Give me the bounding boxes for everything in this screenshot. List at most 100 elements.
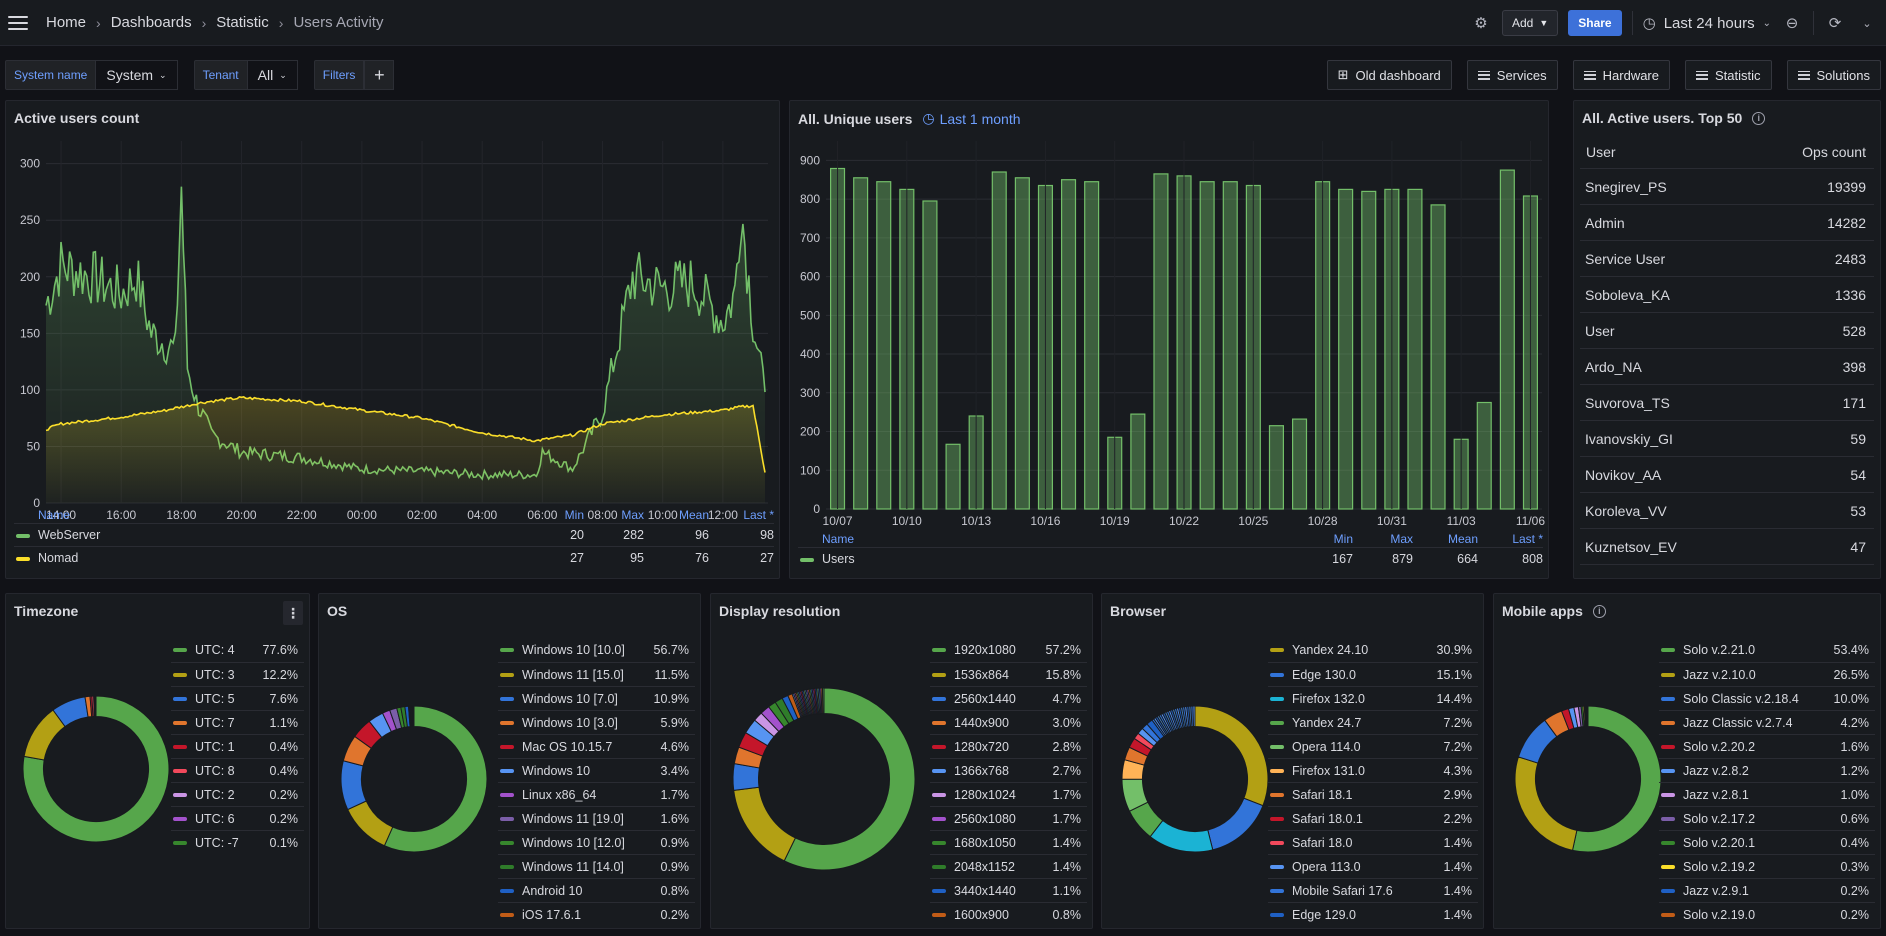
column-header-ops-count[interactable]: Ops count <box>1748 137 1874 169</box>
legend-item[interactable]: UTC: 5 7.6% <box>171 686 304 710</box>
system-select[interactable]: System ⌄ <box>96 60 178 90</box>
legend-item[interactable]: Mac OS 10.15.7 4.6% <box>498 734 695 758</box>
table-row[interactable]: Soboleva_KA 1336 <box>1580 276 1874 313</box>
add-filter-button[interactable]: + <box>364 60 395 90</box>
legend-item[interactable]: Safari 18.0 1.4% <box>1268 830 1478 854</box>
legend-item[interactable]: Windows 11 [14.0] 0.9% <box>498 854 695 878</box>
table-row[interactable]: Service User 2483 <box>1580 240 1874 277</box>
share-button[interactable]: Share <box>1568 10 1622 36</box>
add-button[interactable]: Add ▼ <box>1501 10 1559 36</box>
legend-item[interactable]: 1680x1050 1.4% <box>930 830 1087 854</box>
tenant-select[interactable]: All ⌄ <box>247 60 298 90</box>
legend-item[interactable]: UTC: 7 1.1% <box>171 710 304 734</box>
legend-item[interactable]: Firefox 132.0 14.4% <box>1268 686 1478 710</box>
legend-item[interactable]: Windows 10 [12.0] 0.9% <box>498 830 695 854</box>
table-row[interactable]: User 528 <box>1580 312 1874 349</box>
info-icon[interactable]: i <box>1592 604 1606 618</box>
link-statistic[interactable]: Statistic <box>1685 60 1772 90</box>
legend-item[interactable]: Linux x86_64 1.7% <box>498 782 695 806</box>
legend-header-max[interactable]: Max <box>621 508 644 522</box>
legend-item[interactable]: Opera 114.0 7.2% <box>1268 734 1478 758</box>
legend-item[interactable]: Yandex 24.7 7.2% <box>1268 710 1478 734</box>
legend-item[interactable]: Jazz Classic v.2.7.4 4.2% <box>1659 710 1875 734</box>
legend-item[interactable]: 2048x1152 1.4% <box>930 854 1087 878</box>
legend-item[interactable]: Jazz v.2.9.1 0.2% <box>1659 878 1875 902</box>
legend-header-last[interactable]: Last * <box>1512 532 1543 546</box>
legend-item[interactable]: 1280x1024 1.7% <box>930 782 1087 806</box>
legend-item[interactable]: 1536x864 15.8% <box>930 662 1087 686</box>
legend-item[interactable]: Jazz v.2.8.2 1.2% <box>1659 758 1875 782</box>
column-header-user[interactable]: User <box>1580 137 1749 169</box>
legend-item[interactable]: 2560x1440 4.7% <box>930 686 1087 710</box>
link-hardware[interactable]: Hardware <box>1572 60 1670 90</box>
legend-header-max[interactable]: Max <box>1390 532 1413 546</box>
legend-item[interactable]: 1920x1080 57.2% <box>930 638 1087 662</box>
legend-row-webserver[interactable]: WebServer 20 282 96 98 <box>14 523 774 547</box>
legend-item[interactable]: Jazz v.2.10.0 26.5% <box>1659 662 1875 686</box>
legend-item[interactable]: Android 10 0.8% <box>498 878 695 902</box>
table-row[interactable]: Ivanovskiy_GI 59 <box>1580 420 1874 457</box>
legend-item[interactable]: UTC: 6 0.2% <box>171 806 304 830</box>
legend-item[interactable]: Solo v.2.17.2 0.6% <box>1659 806 1875 830</box>
legend-item[interactable]: Solo v.2.20.2 1.6% <box>1659 734 1875 758</box>
legend-item[interactable]: UTC: 4 77.6% <box>171 638 304 662</box>
legend-item[interactable]: 1366x768 2.7% <box>930 758 1087 782</box>
legend-item[interactable]: Solo v.2.19.2 0.3% <box>1659 854 1875 878</box>
legend-item[interactable]: Yandex 24.10 30.9% <box>1268 638 1478 662</box>
gear-icon[interactable]: ⚙ <box>1474 15 1488 32</box>
link-services[interactable]: Services <box>1466 60 1558 90</box>
legend-item[interactable]: 1440x900 3.0% <box>930 710 1087 734</box>
table-row[interactable]: Koroleva_VV 53 <box>1580 492 1874 529</box>
legend-header-min[interactable]: Min <box>1333 532 1353 546</box>
legend-item[interactable]: UTC: 2 0.2% <box>171 782 304 806</box>
table-row[interactable]: Novikov_AA 54 <box>1580 456 1874 493</box>
breadcrumb-dashboards[interactable]: Dashboards <box>110 14 192 31</box>
legend-item[interactable]: Windows 10 3.4% <box>498 758 695 782</box>
legend-header-mean[interactable]: Mean <box>1447 532 1478 546</box>
legend-item[interactable]: Windows 10 [7.0] 10.9% <box>498 686 695 710</box>
breadcrumb-home[interactable]: Home <box>46 14 87 31</box>
legend-item[interactable]: Jazz v.2.8.1 1.0% <box>1659 782 1875 806</box>
legend-item[interactable]: Solo v.2.21.0 53.4% <box>1659 638 1875 662</box>
legend-item[interactable]: 3440x1440 1.1% <box>930 878 1087 902</box>
legend-item[interactable]: 1280x720 2.8% <box>930 734 1087 758</box>
menu-icon[interactable] <box>8 15 28 30</box>
legend-item[interactable]: Mobile Safari 17.6 1.4% <box>1268 878 1478 902</box>
legend-item[interactable]: Windows 10 [10.0] 56.7% <box>498 638 695 662</box>
legend-item[interactable]: Safari 18.1 2.9% <box>1268 782 1478 806</box>
legend-header-name[interactable]: Name <box>38 508 71 522</box>
legend-item[interactable]: Opera 113.0 1.4% <box>1268 854 1478 878</box>
table-row[interactable]: Admin 14282 <box>1580 204 1874 241</box>
time-picker[interactable]: ◷ Last 24 hours ⌄ <box>1643 14 1771 33</box>
legend-header-min[interactable]: Min <box>564 508 584 522</box>
legend-item[interactable]: Edge 129.0 1.4% <box>1268 902 1478 926</box>
legend-item[interactable]: iOS 17.6.1 0.2% <box>498 902 695 926</box>
legend-item[interactable]: Solo v.2.20.1 0.4% <box>1659 830 1875 854</box>
legend-item[interactable]: 1600x900 0.8% <box>930 902 1087 926</box>
legend-item[interactable]: Edge 130.0 15.1% <box>1268 662 1478 686</box>
legend-item[interactable]: UTC: 1 0.4% <box>171 734 304 758</box>
legend-item[interactable]: Safari 18.0.1 2.2% <box>1268 806 1478 830</box>
legend-item[interactable]: UTC: 3 12.2% <box>171 662 304 686</box>
legend-header-name[interactable]: Name <box>822 532 855 546</box>
table-row[interactable]: Snegirev_PS 19399 <box>1580 168 1874 205</box>
panel-menu-button[interactable]: ⋮ <box>283 601 303 625</box>
zoom-out-icon[interactable]: ⊖ <box>1785 15 1799 32</box>
time-override[interactable]: ◷ Last 1 month <box>922 110 1020 127</box>
table-row[interactable]: Ardo_NA 398 <box>1580 348 1874 385</box>
table-row[interactable]: Kuznetsov_EV 47 <box>1580 528 1874 565</box>
info-icon[interactable]: i <box>1752 111 1766 125</box>
legend-header-last[interactable]: Last * <box>743 508 774 522</box>
legend-item[interactable]: Windows 11 [15.0] 11.5% <box>498 662 695 686</box>
refresh-icon[interactable]: ⟳ <box>1828 15 1842 32</box>
legend-item[interactable]: Firefox 131.0 4.3% <box>1268 758 1478 782</box>
legend-row-users[interactable]: Users 167 879 664 808 <box>798 547 1543 570</box>
legend-item[interactable]: Solo Classic v.2.18.4 10.0% <box>1659 686 1875 710</box>
link-solutions[interactable]: Solutions <box>1786 60 1881 90</box>
legend-item[interactable]: UTC: 8 0.4% <box>171 758 304 782</box>
legend-header-mean[interactable]: Mean <box>678 508 709 522</box>
legend-row-nomad[interactable]: Nomad 27 95 76 27 <box>14 546 774 569</box>
breadcrumb-statistic[interactable]: Statistic <box>216 14 269 31</box>
table-row[interactable]: Suvorova_TS 171 <box>1580 384 1874 421</box>
legend-item[interactable]: Solo v.2.19.0 0.2% <box>1659 902 1875 926</box>
